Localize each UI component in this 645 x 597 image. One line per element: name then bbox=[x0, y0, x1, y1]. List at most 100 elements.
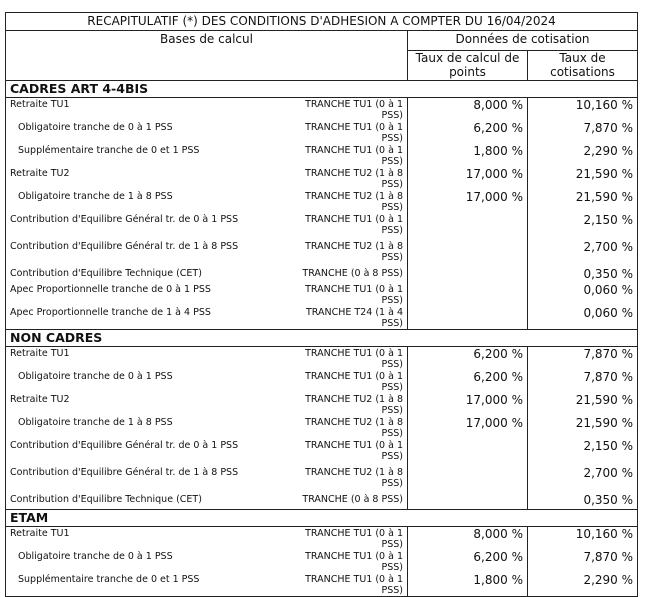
data-row: Obligatoire tranche de 0 à 1 PSS TRANCHE … bbox=[5, 370, 639, 393]
recap-table: RECAPITULATIF (*) DES CONDITIONS D'ADHES… bbox=[4, 12, 639, 597]
empty-cell bbox=[407, 466, 528, 493]
row-label: Supplémentaire tranche de 0 et 1 PSS bbox=[18, 574, 200, 585]
taux-points: 6,200 % bbox=[407, 121, 528, 144]
row-label: Apec Proportionnelle tranche de 1 à 4 PS… bbox=[10, 307, 211, 318]
row-label: Contribution d'Equilibre Général tr. de … bbox=[10, 214, 239, 225]
header-taux: Taux de cotisations bbox=[526, 50, 639, 81]
table-body: CADRES ART 4-4BIS Retraite TU1 TRANCHE TU1… bbox=[4, 80, 639, 597]
empty-cell bbox=[407, 213, 528, 240]
label-cell: Obligatoire tranche de 0 à 1 PSS bbox=[5, 370, 281, 393]
label-cell: Retraite TU1 bbox=[5, 97, 281, 121]
tranche: TRANCHE TU2 (1 à 8 PSS) bbox=[305, 191, 403, 213]
taux-cotisation: 21,590 % bbox=[526, 190, 639, 213]
tranche: TRANCHE TU1 (0 à 1 PSS) bbox=[305, 122, 403, 144]
taux-points: 8,000 % bbox=[407, 526, 528, 550]
tranche: TRANCHE (0 à 8 PSS) bbox=[302, 268, 403, 279]
label-cell: Contribution d'Equilibre Général tr. de … bbox=[5, 240, 281, 267]
taux-cotisation: 0,060 % bbox=[526, 283, 639, 306]
empty-cell bbox=[407, 267, 528, 283]
label-cell: Retraite TU2 bbox=[5, 393, 281, 416]
row-label: Contribution d'Equilibre Technique (CET) bbox=[10, 268, 202, 279]
taux-cotisation: 7,870 % bbox=[526, 370, 639, 393]
taux-points: 1,800 % bbox=[407, 144, 528, 167]
taux-points: 8,000 % bbox=[407, 97, 528, 121]
row-label: Obligatoire tranche de 0 à 1 PSS bbox=[18, 371, 173, 382]
empty-cell bbox=[407, 493, 528, 510]
label-cell: Retraite TU2 bbox=[5, 167, 281, 190]
taux-cotisation: 0,350 % bbox=[526, 267, 639, 283]
taux-points: 17,000 % bbox=[407, 167, 528, 190]
taux-cotisation: 2,700 % bbox=[526, 466, 639, 493]
row-label: Contribution d'Equilibre Général tr. de … bbox=[10, 241, 239, 252]
data-row: Retraite TU1 TRANCHE TU1 (0 à 1 PSS) 6,200… bbox=[5, 346, 639, 370]
label-cell: Contribution d'Equilibre Technique (CET) bbox=[5, 267, 281, 283]
taux-cotisation: 2,290 % bbox=[526, 144, 639, 167]
row-label: Contribution d'Equilibre Général tr. de … bbox=[10, 440, 239, 451]
taux-cotisation: 2,290 % bbox=[526, 573, 639, 597]
data-row: Retraite TU2 TRANCHE TU2 (1 à 8 PSS) 17,00… bbox=[5, 167, 639, 190]
empty-cell bbox=[407, 306, 528, 330]
taux-points: 6,200 % bbox=[407, 370, 528, 393]
data-row: Retraite TU1 TRANCHE TU1 (0 à 1 PSS) 8,000… bbox=[5, 526, 639, 550]
row-label: Supplémentaire tranche de 0 et 1 PSS bbox=[18, 145, 200, 156]
row-label: Obligatoire tranche de 0 à 1 PSS bbox=[18, 122, 173, 133]
taux-cotisation: 10,160 % bbox=[526, 526, 639, 550]
table-title: RECAPITULATIF (*) DES CONDITIONS D'ADHES… bbox=[4, 12, 639, 31]
data-row: Contribution d'Equilibre Général tr. de … bbox=[5, 466, 639, 493]
label-cell: Contribution d'Equilibre Général tr. de … bbox=[5, 439, 281, 466]
taux-cotisation: 21,590 % bbox=[526, 416, 639, 439]
tranche: TRANCHE TU2 (1 à 8 PSS) bbox=[305, 417, 403, 439]
taux-cotisation: 7,870 % bbox=[526, 550, 639, 573]
section-title: NON CADRES bbox=[4, 329, 639, 347]
data-row: Contribution d'Equilibre Technique (CET)… bbox=[5, 493, 639, 510]
section-title: CADRES ART 4-4BIS bbox=[4, 80, 639, 98]
data-row: Obligatoire tranche de 0 à 1 PSS TRANCHE … bbox=[5, 121, 639, 144]
data-row: Obligatoire tranche de 0 à 1 PSS TRANCHE … bbox=[5, 550, 639, 573]
tranche: TRANCHE TU2 (1 à 8 PSS) bbox=[305, 241, 403, 263]
label-cell: Apec Proportionnelle tranche de 0 à 1 PS… bbox=[5, 283, 281, 306]
taux-cotisation: 0,060 % bbox=[526, 306, 639, 330]
empty-cell bbox=[407, 240, 528, 267]
label-cell: Supplémentaire tranche de 0 et 1 PSS bbox=[5, 144, 281, 167]
tranche: TRANCHE TU2 (1 à 8 PSS) bbox=[305, 168, 403, 190]
row-label: Contribution d'Equilibre Technique (CET) bbox=[10, 494, 202, 505]
tranche: TRANCHE TU2 (1 à 8 PSS) bbox=[305, 467, 403, 489]
row-label: Retraite TU1 bbox=[10, 528, 70, 539]
taux-points: 17,000 % bbox=[407, 393, 528, 416]
row-label: Obligatoire tranche de 0 à 1 PSS bbox=[18, 551, 173, 562]
label-cell: Obligatoire tranche de 0 à 1 PSS bbox=[5, 550, 281, 573]
label-cell: Retraite TU1 bbox=[5, 526, 281, 550]
tranche: TRANCHE T24 (1 à 4 PSS) bbox=[306, 307, 403, 329]
empty-cell bbox=[407, 439, 528, 466]
label-cell: Contribution d'Equilibre Général tr. de … bbox=[5, 213, 281, 240]
row-label: Retraite TU2 bbox=[10, 168, 70, 179]
header-points: Taux de calcul de points bbox=[407, 50, 528, 81]
tranche: TRANCHE TU1 (0 à 1 PSS) bbox=[305, 371, 403, 393]
data-row: Retraite TU2 TRANCHE TU2 (1 à 8 PSS) 17,00… bbox=[5, 393, 639, 416]
row-label: Retraite TU1 bbox=[10, 348, 70, 359]
row-label: Retraite TU1 bbox=[10, 99, 70, 110]
taux-cotisation: 21,590 % bbox=[526, 167, 639, 190]
label-cell: Apec Proportionnelle tranche de 1 à 4 PS… bbox=[5, 306, 281, 330]
row-label: Obligatoire tranche de 1 à 8 PSS bbox=[18, 417, 173, 428]
taux-points: 1,800 % bbox=[407, 573, 528, 597]
data-row: Contribution d'Equilibre Général tr. de … bbox=[5, 213, 639, 240]
data-row: Obligatoire tranche de 1 à 8 PSS TRANCHE … bbox=[5, 190, 639, 213]
data-row: Contribution d'Equilibre Général tr. de … bbox=[5, 240, 639, 267]
taux-cotisation: 10,160 % bbox=[526, 97, 639, 121]
section-title: ETAM bbox=[4, 509, 639, 527]
label-cell: Obligatoire tranche de 1 à 8 PSS bbox=[5, 190, 281, 213]
page: {"title": "RECAPITULATIF (*) DES CONDITI… bbox=[4, 12, 639, 597]
section-row: ETAM bbox=[4, 509, 639, 527]
row-label: Retraite TU2 bbox=[10, 394, 70, 405]
taux-cotisation: 0,350 % bbox=[526, 493, 639, 510]
row-label: Contribution d'Equilibre Général tr. de … bbox=[10, 467, 239, 478]
label-cell: Obligatoire tranche de 1 à 8 PSS bbox=[5, 416, 281, 439]
section-row: CADRES ART 4-4BIS bbox=[4, 80, 639, 98]
data-row: Retraite TU1 TRANCHE TU1 (0 à 1 PSS) 8,000… bbox=[5, 97, 639, 121]
tranche: TRANCHE TU1 (0 à 1 PSS) bbox=[305, 348, 403, 370]
data-row: Contribution d'Equilibre Technique (CET)… bbox=[5, 267, 639, 283]
tranche: TRANCHE TU1 (0 à 1 PSS) bbox=[305, 99, 403, 121]
tranche: TRANCHE TU1 (0 à 1 PSS) bbox=[305, 551, 403, 573]
taux-cotisation: 7,870 % bbox=[526, 346, 639, 370]
